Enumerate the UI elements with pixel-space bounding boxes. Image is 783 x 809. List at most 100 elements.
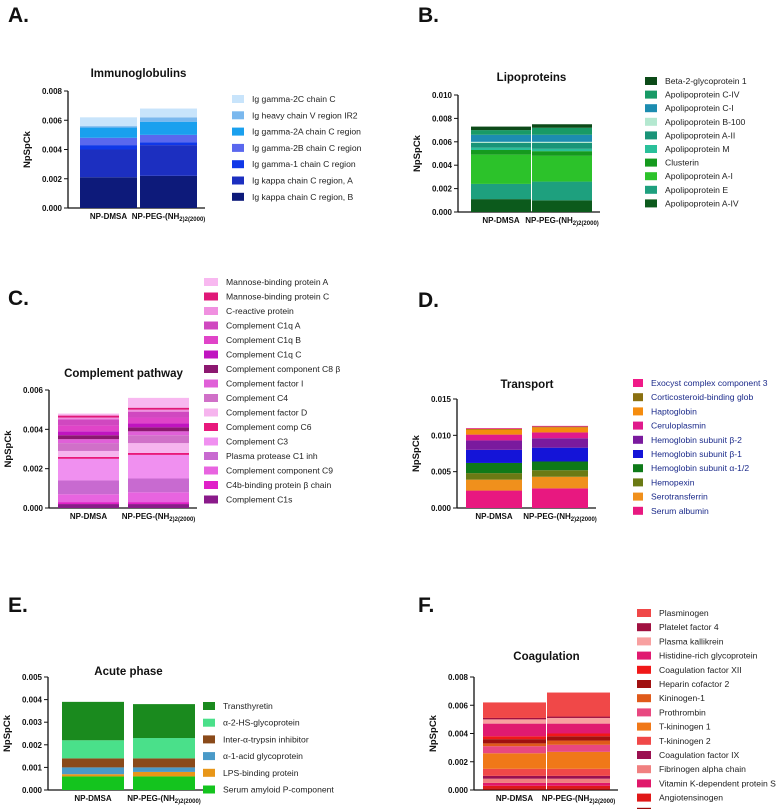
bar-segment xyxy=(466,473,522,480)
legend-swatch xyxy=(204,394,218,402)
legend-label: Complement C1q A xyxy=(226,321,301,331)
legend-swatch xyxy=(232,111,244,120)
bar-segment xyxy=(466,429,522,435)
panel-letter: B. xyxy=(418,4,439,27)
y-tick-label: 0.005 xyxy=(431,468,452,477)
legend-swatch xyxy=(204,423,218,431)
bar-segment xyxy=(58,494,119,503)
bar-segment xyxy=(140,117,197,122)
y-tick-label: 0.008 xyxy=(432,114,453,123)
bar-segment xyxy=(483,775,546,779)
legend-swatch xyxy=(232,192,244,201)
y-axis-label: NpSpCk xyxy=(2,714,13,752)
legend-swatch xyxy=(645,185,657,194)
bar-segment xyxy=(128,423,189,428)
bar-segment xyxy=(128,427,189,432)
legend-swatch xyxy=(232,95,244,103)
legend-swatch xyxy=(637,680,651,688)
y-tick-label: 0.006 xyxy=(23,386,44,395)
y-axis-label: NpSpCk xyxy=(3,430,14,468)
legend-label: Ig kappa chain C region, B xyxy=(252,192,354,202)
bar-segment xyxy=(483,719,546,724)
bar-segment xyxy=(547,751,610,769)
bar-segment xyxy=(483,723,546,737)
legend-label: Complement comp C6 xyxy=(226,422,312,432)
y-tick-label: 0.002 xyxy=(22,741,43,750)
chart-title: Immunoglobulins xyxy=(91,68,187,80)
legend-label: α-1-acid glycoprotein xyxy=(223,751,303,761)
legend-swatch xyxy=(203,768,215,777)
bar-segment xyxy=(80,137,137,146)
y-tick-label: 0.004 xyxy=(42,146,63,155)
bar-segment xyxy=(547,788,610,790)
category-label: NP-DMSA xyxy=(70,512,108,521)
bar-segment xyxy=(58,502,119,505)
bar-segment xyxy=(471,149,531,155)
bar-segment xyxy=(483,746,546,754)
bar-segment xyxy=(471,141,531,143)
bar-segment xyxy=(471,134,531,142)
legend-swatch xyxy=(232,160,244,169)
legend-label: Heparin cofactor 2 xyxy=(659,679,729,689)
bar-segment xyxy=(466,434,522,441)
panel-letter: E. xyxy=(8,594,28,617)
bar-segment xyxy=(466,490,522,508)
legend-swatch xyxy=(633,393,643,402)
bar-segment xyxy=(128,443,189,453)
legend-label: Apolipoprotein B-100 xyxy=(665,117,745,127)
bar-segment xyxy=(140,175,197,208)
legend-swatch xyxy=(633,435,643,444)
y-tick-label: 0.002 xyxy=(23,465,44,474)
legend-label: Complement C4 xyxy=(226,393,288,403)
bar-segment xyxy=(532,476,588,489)
bar-segment xyxy=(483,753,546,769)
category-label: NP-PEG-(NH2)2(2000) xyxy=(122,512,196,523)
legend-label: T-kininogen 2 xyxy=(659,736,711,746)
bar-segment xyxy=(62,701,124,741)
legend-label: α-2-HS-glycoprotein xyxy=(223,718,300,728)
bar-segment xyxy=(58,435,119,440)
legend-label: Serum albumin xyxy=(651,506,709,516)
y-tick-label: 0.000 xyxy=(432,208,453,217)
y-tick-label: 0.002 xyxy=(448,758,469,767)
panel-letter: A. xyxy=(8,4,29,27)
category-label: NP-DMSA xyxy=(74,794,112,803)
legend-swatch xyxy=(232,176,244,185)
category-label: NP-PEG-(NH2)2(2000) xyxy=(523,512,597,523)
y-tick-label: 0.008 xyxy=(448,673,469,682)
bar-segment xyxy=(483,702,546,718)
bar-segment xyxy=(62,740,124,759)
legend-swatch xyxy=(203,785,215,794)
legend-label: Complement component C9 xyxy=(226,466,333,476)
bar-segment xyxy=(547,736,610,741)
category-label: NP-PEG-(NH2)2(2000) xyxy=(542,794,616,805)
legend-swatch xyxy=(645,90,657,99)
bar-segment xyxy=(58,419,119,426)
y-tick-label: 0.004 xyxy=(432,161,453,170)
legend-swatch xyxy=(637,708,651,717)
bar-segment xyxy=(128,454,189,479)
y-axis-label: NpSpCk xyxy=(22,130,33,168)
bar-segment xyxy=(483,778,546,783)
chart-title: Coagulation xyxy=(513,651,579,663)
legend-label: Coagulation factor IX xyxy=(659,750,740,760)
legend-label: Ceruloplasmin xyxy=(651,421,706,431)
legend-swatch xyxy=(637,751,651,759)
bar-segment xyxy=(483,717,546,720)
legend-swatch xyxy=(637,722,651,731)
y-tick-label: 0.005 xyxy=(22,673,43,682)
bar-segment xyxy=(62,774,124,777)
legend-swatch xyxy=(633,478,643,487)
legend-swatch xyxy=(633,450,643,458)
legend-label: Vitamin K-dependent protein S xyxy=(659,778,776,788)
legend-label: C4b-binding protein β chain xyxy=(226,480,331,490)
bar-segment xyxy=(483,782,546,786)
legend-swatch xyxy=(637,807,651,809)
legend-swatch xyxy=(204,466,218,475)
bar-segment xyxy=(128,397,189,408)
legend-label: Ig heavy chain V region IR2 xyxy=(252,110,358,120)
bar-segment xyxy=(58,450,119,457)
bar-segment xyxy=(547,744,610,752)
